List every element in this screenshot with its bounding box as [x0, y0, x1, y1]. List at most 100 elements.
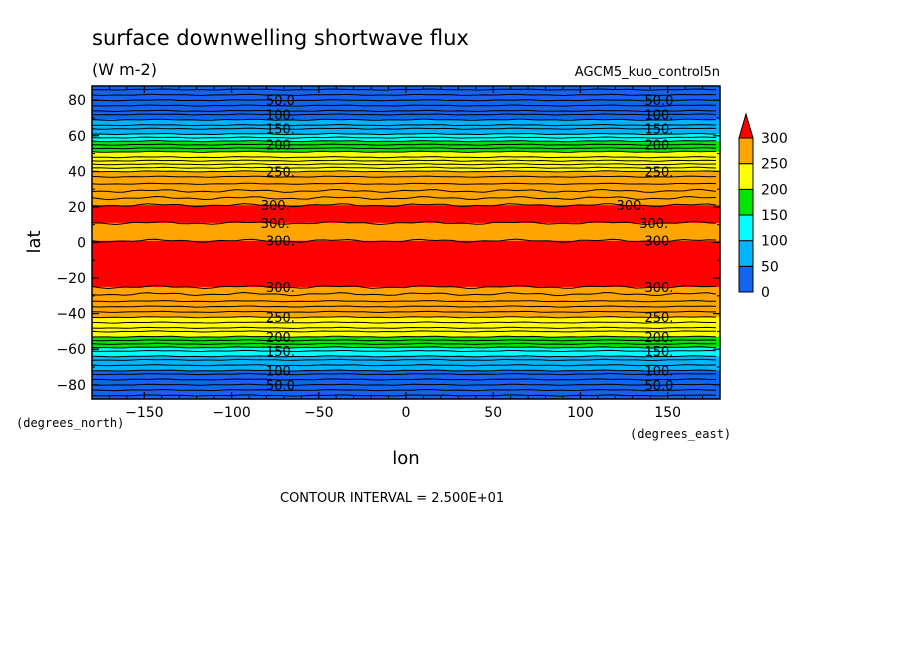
contour-label-2: 100.: [266, 108, 295, 123]
contour-label-21: 200.: [644, 331, 673, 346]
contour-line-26: [91, 238, 717, 243]
contour-label-9: 250.: [644, 165, 673, 180]
y-tick-label-6: 40: [68, 164, 86, 180]
contour-line-19: [91, 170, 717, 173]
contour-band-11: [92, 336, 720, 348]
x-tick-label-2: −50: [304, 405, 334, 421]
colorbar-band-2: [738, 214, 754, 242]
colorbar: 0 50 100 150 200 250 300: [738, 112, 788, 301]
contour-band-1: [92, 119, 720, 135]
contour-label-15: 300.: [644, 235, 673, 250]
contour-label-27: 50.0: [644, 379, 673, 394]
contour-line-10: [91, 136, 717, 139]
contour-line-48: [92, 388, 716, 392]
y-unit-label: (degrees_north): [16, 416, 124, 430]
contour-line-2: [91, 99, 717, 102]
contour-line-49: [91, 394, 717, 397]
contour-line-35: [91, 330, 717, 333]
contour-line-33: [91, 321, 716, 324]
contour-line-25: [91, 220, 717, 226]
contour-label-23: 150.: [644, 345, 673, 360]
contour-line-12: [92, 143, 717, 146]
contour-line-38: [91, 342, 717, 345]
dataset-name: AGCM5_kuo_control5n: [575, 65, 720, 80]
contour-band-13: [92, 356, 720, 371]
contour-line-42: [91, 358, 717, 362]
x-tick-label-3: 0: [402, 405, 411, 421]
contour-line-6: [91, 118, 717, 121]
contour-band-6: [92, 205, 720, 223]
contour-label-6: 200.: [266, 139, 295, 154]
contour-line-39: [91, 346, 717, 349]
x-axis-ticks: −150 −100 −50 0 50 100 150: [108, 86, 704, 421]
contour-line-41: [91, 355, 716, 358]
contour-line-11: [91, 139, 717, 143]
colorbar-tick-label-4: 200: [761, 182, 788, 198]
contour-line-32: [91, 316, 717, 319]
colorbar-extend-arrow: [738, 112, 754, 139]
colorbar-band-0: [738, 265, 754, 293]
contour-line-22: [91, 188, 717, 193]
contour-line-36: [91, 335, 717, 338]
colorbar-band-4: [738, 163, 754, 190]
contour-line-5: [91, 113, 717, 116]
y-tick-label-7: 60: [68, 129, 86, 145]
contour-line-28: [91, 291, 717, 297]
contour-label-11: 300.: [617, 199, 646, 214]
contour-line-45: [91, 372, 717, 376]
contour-line-7: [91, 123, 717, 127]
contour-label-12: 300.: [261, 217, 290, 232]
contour-line-8: [91, 127, 717, 130]
contour-line-18: [91, 166, 717, 169]
contour-label-10: 300.: [261, 199, 290, 214]
contour-label-5: 150.: [644, 123, 673, 138]
colorbar-tick-label-2: 100: [761, 234, 788, 250]
contour-label-4: 150.: [266, 123, 295, 138]
contour-line-15: [91, 156, 717, 159]
y-tick-label-4: 0: [77, 236, 86, 252]
x-tick-label-5: 100: [567, 405, 594, 421]
y-tick-label-0: −80: [56, 378, 86, 394]
contour-band-3: [92, 141, 720, 152]
y-tick-label-3: −20: [56, 271, 86, 287]
contour-label-0: 50.0: [266, 94, 295, 109]
contour-line-0: [91, 88, 717, 91]
contour-line-1: [91, 93, 717, 97]
y-tick-label-8: 80: [68, 93, 86, 109]
contour-line-47: [91, 383, 717, 386]
contour-line-17: [91, 163, 717, 166]
contour-line-14: [91, 150, 716, 153]
filled-contour-bands: [92, 86, 720, 399]
contour-line-23: [91, 195, 717, 201]
colorbar-tick-label-3: 150: [761, 208, 788, 224]
contour-line-4: [92, 109, 716, 113]
contour-label-17: 300.: [644, 281, 673, 296]
colorbar-tick-label-6: 300: [761, 131, 788, 147]
chart-units: (W m-2): [92, 60, 157, 79]
contour-label-8: 250.: [266, 165, 295, 180]
contour-label-18: 250.: [266, 311, 295, 326]
chart-title: surface downwelling shortwave flux: [92, 26, 469, 50]
x-unit-label: (degrees_east): [630, 427, 731, 441]
contour-line-3: [91, 104, 717, 107]
x-axis-label: lon: [392, 448, 419, 469]
y-tick-label-2: −40: [56, 307, 86, 323]
contour-label-24: 100.: [266, 365, 295, 380]
contour-band-12: [92, 347, 720, 357]
colorbar-tick-label-1: 50: [761, 259, 779, 275]
x-tick-label-6: 150: [654, 405, 681, 421]
colorbar-tick-label-0: 0: [761, 285, 770, 301]
contour-label-14: 300.: [266, 235, 295, 250]
y-axis-ticks: −80 −60 −40 −20 0 20 40 60 80: [56, 93, 720, 394]
y-tick-label-5: 20: [68, 200, 86, 216]
colorbar-band-5: [738, 137, 754, 165]
contour-line-16: [91, 159, 717, 162]
contour-line-24: [91, 203, 717, 208]
colorbar-tick-label-5: 250: [761, 157, 788, 173]
contour-line-34: [91, 326, 717, 329]
y-axis-label: lat: [24, 230, 45, 253]
y-tick-label-1: −60: [56, 342, 86, 358]
colorbar-band-3: [738, 188, 754, 216]
